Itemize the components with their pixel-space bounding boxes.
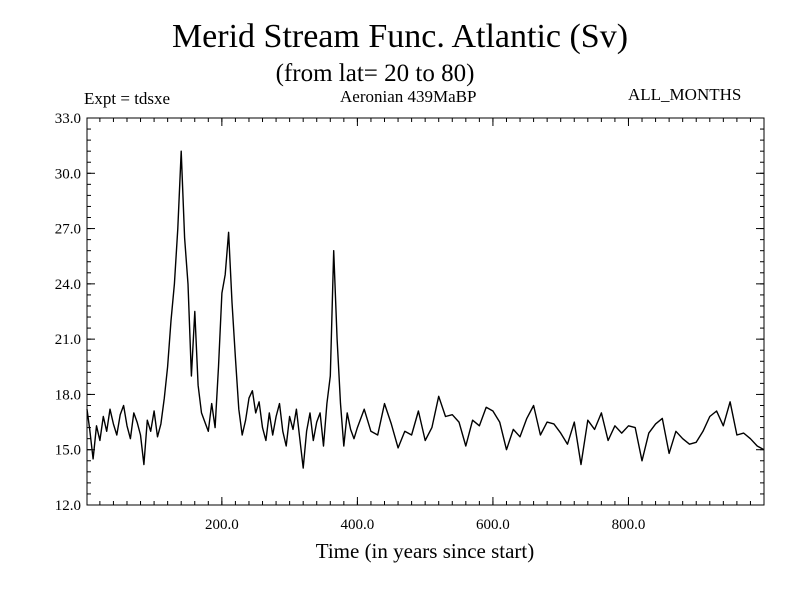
y-tick-label: 21.0	[55, 332, 81, 348]
y-tick-label: 24.0	[55, 277, 81, 293]
x-axis-label: Time (in years since start)	[315, 539, 535, 563]
plot-frame	[86, 117, 765, 506]
period-label: Aeronian 439MaBP	[340, 87, 477, 106]
series-line	[86, 150, 765, 469]
y-tick-label: 30.0	[55, 166, 81, 182]
x-tick-label: 600.0	[476, 517, 510, 533]
x-tick-label: 800.0	[612, 517, 646, 533]
ticks-layer: 12.0 15.0 18.0 21.0 24.0 27.0 30.0 33.0 200.0 400…	[55, 111, 765, 533]
y-tick-label: 12.0	[55, 498, 81, 514]
season-label: ALL_MONTHS	[628, 85, 742, 104]
x-tick-label: 400.0	[341, 517, 375, 533]
x-tick-label: 200.0	[205, 517, 239, 533]
chart-subtitle: (from lat= 20 to 80)	[275, 60, 475, 87]
y-tick-label: 18.0	[55, 387, 81, 403]
y-tick-label: 15.0	[55, 443, 81, 459]
y-tick-label: 33.0	[55, 111, 81, 127]
y-tick-label: 27.0	[55, 222, 81, 238]
experiment-label: Expt = tdsxe	[84, 89, 171, 108]
chart-title: Merid Stream Func. Atlantic (Sv)	[171, 18, 629, 55]
